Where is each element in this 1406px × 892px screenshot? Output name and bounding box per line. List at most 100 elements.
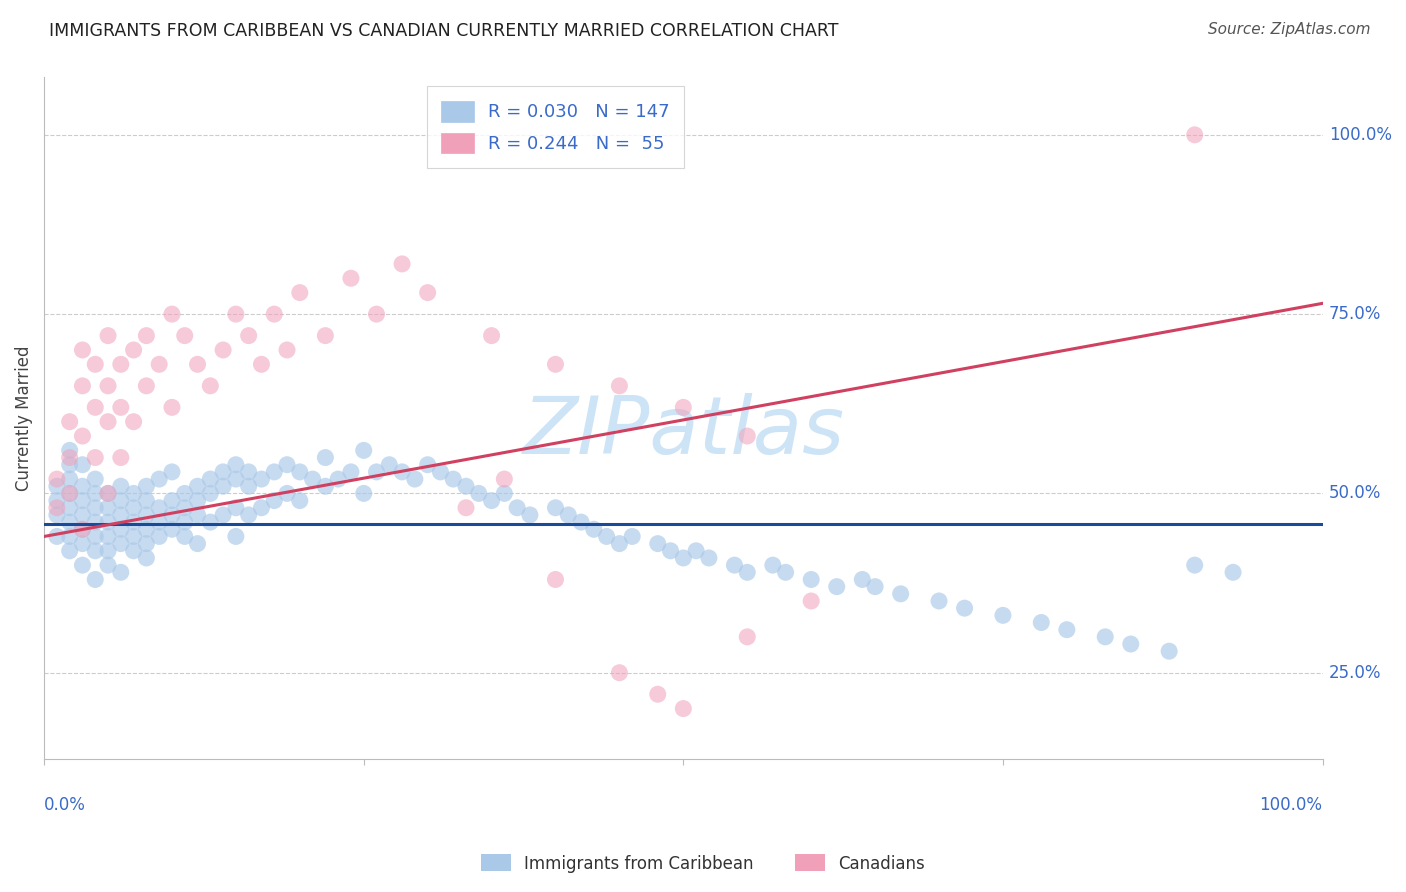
Point — [84, 486, 107, 500]
Point — [735, 429, 758, 443]
Point — [135, 508, 157, 522]
Point — [97, 486, 120, 500]
Text: 50.0%: 50.0% — [1329, 484, 1381, 502]
Text: 0.0%: 0.0% — [44, 797, 86, 814]
Point — [173, 486, 195, 500]
Point — [97, 328, 120, 343]
Point — [59, 500, 82, 515]
Point — [122, 343, 145, 357]
Point — [1094, 630, 1116, 644]
Point — [45, 500, 67, 515]
Point — [97, 558, 120, 573]
Point — [72, 429, 94, 443]
Point — [340, 271, 363, 285]
Point — [97, 529, 120, 543]
Point — [735, 566, 758, 580]
Point — [173, 500, 195, 515]
Point — [59, 543, 82, 558]
Point — [647, 687, 669, 701]
Point — [200, 486, 222, 500]
Text: 100.0%: 100.0% — [1329, 126, 1392, 144]
Point — [72, 458, 94, 472]
Point — [97, 415, 120, 429]
Point — [416, 458, 439, 472]
Point — [110, 401, 132, 415]
Point — [225, 500, 247, 515]
Point — [173, 328, 195, 343]
Point — [84, 543, 107, 558]
Point — [494, 472, 516, 486]
Text: ZIPatlas: ZIPatlas — [522, 392, 845, 471]
Point — [72, 536, 94, 550]
Point — [110, 479, 132, 493]
Point — [97, 379, 120, 393]
Point — [288, 465, 311, 479]
Point — [84, 500, 107, 515]
Point — [148, 472, 170, 486]
Point — [890, 587, 912, 601]
Point — [672, 551, 695, 566]
Point — [186, 536, 208, 550]
Point — [72, 479, 94, 493]
Point — [84, 529, 107, 543]
Point — [59, 515, 82, 529]
Point — [148, 357, 170, 371]
Point — [775, 566, 797, 580]
Point — [557, 508, 579, 522]
Point — [288, 285, 311, 300]
Point — [59, 450, 82, 465]
Point — [800, 573, 823, 587]
Point — [97, 543, 120, 558]
Point — [122, 486, 145, 500]
Point — [84, 472, 107, 486]
Point — [672, 401, 695, 415]
Point — [429, 465, 451, 479]
Point — [314, 450, 336, 465]
Point — [263, 465, 285, 479]
Point — [45, 508, 67, 522]
Point — [544, 357, 567, 371]
Point — [238, 465, 260, 479]
Point — [173, 529, 195, 543]
Point — [404, 472, 426, 486]
Point — [609, 379, 631, 393]
Point — [1159, 644, 1181, 658]
Point — [160, 493, 183, 508]
Legend: Immigrants from Caribbean, Canadians: Immigrants from Caribbean, Canadians — [474, 847, 932, 880]
Point — [441, 472, 464, 486]
Point — [200, 472, 222, 486]
Point — [122, 515, 145, 529]
Point — [353, 443, 375, 458]
Point — [97, 515, 120, 529]
Text: 100.0%: 100.0% — [1260, 797, 1323, 814]
Point — [110, 508, 132, 522]
Point — [135, 536, 157, 550]
Point — [59, 415, 82, 429]
Point — [84, 357, 107, 371]
Point — [160, 401, 183, 415]
Point — [72, 522, 94, 536]
Point — [110, 522, 132, 536]
Point — [685, 543, 707, 558]
Point — [200, 379, 222, 393]
Point — [225, 472, 247, 486]
Point — [135, 328, 157, 343]
Point — [135, 522, 157, 536]
Point — [314, 328, 336, 343]
Point — [800, 594, 823, 608]
Point — [160, 465, 183, 479]
Point — [953, 601, 976, 615]
Point — [314, 479, 336, 493]
Point — [135, 479, 157, 493]
Point — [135, 551, 157, 566]
Point — [173, 515, 195, 529]
Point — [1119, 637, 1142, 651]
Point — [110, 536, 132, 550]
Point — [186, 479, 208, 493]
Point — [212, 343, 235, 357]
Point — [825, 580, 848, 594]
Point — [301, 472, 323, 486]
Point — [59, 529, 82, 543]
Point — [863, 580, 886, 594]
Point — [84, 450, 107, 465]
